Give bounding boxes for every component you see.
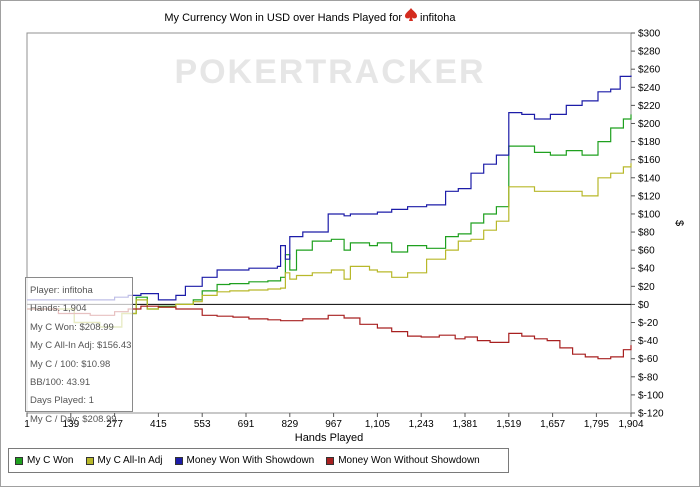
legend-item-all-in-adj[interactable]: My C All-In Adj xyxy=(85,455,163,466)
x-axis: 1 139 277 415 553 691 829 967 1,105 1,243 1,381 1,5… xyxy=(24,413,644,430)
legend-label: My C Won xyxy=(27,455,74,466)
tooltip-per-day: My C / Day: $208.99 xyxy=(30,413,117,425)
y-tick-label: $280 xyxy=(638,47,661,58)
x-tick-label: 691 xyxy=(238,419,255,430)
tooltip-won: My C Won: $208.99 xyxy=(30,321,114,333)
legend-label: Money Won With Showdown xyxy=(186,455,315,466)
x-tick-label: 277 xyxy=(106,419,123,430)
stats-tooltip: Player: infitoha Hands: 1,904 My C Won: … xyxy=(25,277,133,425)
legend-item-without-showdown[interactable]: Money Won Without Showdown xyxy=(326,455,480,466)
x-tick-label: 553 xyxy=(194,419,211,430)
tooltip-player: Player: infitoha xyxy=(30,285,93,296)
chart-title: My Currency Won in USD over Hands Played… xyxy=(164,12,402,24)
series-layer xyxy=(27,75,632,360)
x-tick-label: 1 xyxy=(24,419,30,430)
player-name: infitoha xyxy=(420,12,456,24)
y-axis-label: $ xyxy=(673,220,685,226)
y-tick-label: $80 xyxy=(638,228,655,239)
y-tick-label: $220 xyxy=(638,101,661,112)
y-tick-label: $160 xyxy=(638,155,661,166)
tooltip-bb-100: BB/100: 43.91 xyxy=(30,376,91,388)
y-tick-label: $240 xyxy=(638,83,661,94)
y-tick-label: $-80 xyxy=(638,372,658,383)
y-tick-label: $260 xyxy=(638,65,661,76)
y-axis: $-120 $-100 $-80 $-60 $-40 $-20 $0 $20 $40 $60 $80… xyxy=(631,29,664,420)
legend-label: Money Won Without Showdown xyxy=(338,455,480,466)
x-tick-label: 139 xyxy=(62,419,79,430)
tooltip-allin-adj: My C All-In Adj: $156.43 xyxy=(30,340,132,352)
x-tick-label: 1,795 xyxy=(584,419,609,430)
y-tick-label: $-60 xyxy=(638,354,658,365)
legend-swatch-all-in-adj xyxy=(85,456,94,465)
y-tick-label: $300 xyxy=(638,29,661,40)
y-tick-label: $60 xyxy=(638,246,655,257)
y-tick-label: $140 xyxy=(638,173,661,184)
y-tick-label: $200 xyxy=(638,119,661,130)
tooltip-hands: Hands: 1,904 xyxy=(30,303,87,315)
spade-icon xyxy=(405,8,417,21)
legend-swatch-without-showdown xyxy=(326,456,335,465)
y-tick-label: $180 xyxy=(638,137,661,148)
y-tick-label: $0 xyxy=(638,300,650,311)
watermark: POKERTRACKER xyxy=(174,53,485,91)
x-tick-label: 1,519 xyxy=(496,419,521,430)
legend: My C Won My C All-In Adj Money Won With … xyxy=(8,448,509,473)
y-tick-label: $100 xyxy=(638,209,661,220)
y-tick-label: $-120 xyxy=(638,409,664,420)
y-tick-label: $120 xyxy=(638,191,661,202)
x-tick-label: 1,904 xyxy=(618,419,643,430)
x-tick-label: 415 xyxy=(150,419,167,430)
y-tick-label: $40 xyxy=(638,264,655,275)
y-tick-label: $-100 xyxy=(638,390,664,401)
series-line-money-won-with-showdown xyxy=(27,75,632,301)
legend-item-my-c-won[interactable]: My C Won xyxy=(15,455,74,466)
y-tick-label: $-40 xyxy=(638,336,658,347)
x-tick-label: 1,243 xyxy=(409,419,434,430)
tooltip-days: Days Played: 1 xyxy=(30,395,94,407)
legend-item-with-showdown[interactable]: Money Won With Showdown xyxy=(174,455,315,466)
x-tick-label: 967 xyxy=(325,419,342,430)
legend-swatch-my-c-won xyxy=(15,456,23,465)
x-axis-label: Hands Played xyxy=(295,432,364,444)
legend-label: My C All-In Adj xyxy=(97,455,163,466)
tooltip-per-100: My C / 100: $10.98 xyxy=(30,358,111,370)
x-tick-label: 1,105 xyxy=(365,419,390,430)
x-tick-label: 1,381 xyxy=(452,419,477,430)
x-tick-label: 829 xyxy=(281,419,298,430)
y-tick-label: $20 xyxy=(638,282,655,293)
legend-swatch-with-showdown xyxy=(174,456,183,465)
x-tick-label: 1,657 xyxy=(540,419,565,430)
series-line-money-won-without-showdown xyxy=(27,305,632,360)
y-tick-label: $-20 xyxy=(638,318,658,329)
plot-area xyxy=(26,32,632,414)
